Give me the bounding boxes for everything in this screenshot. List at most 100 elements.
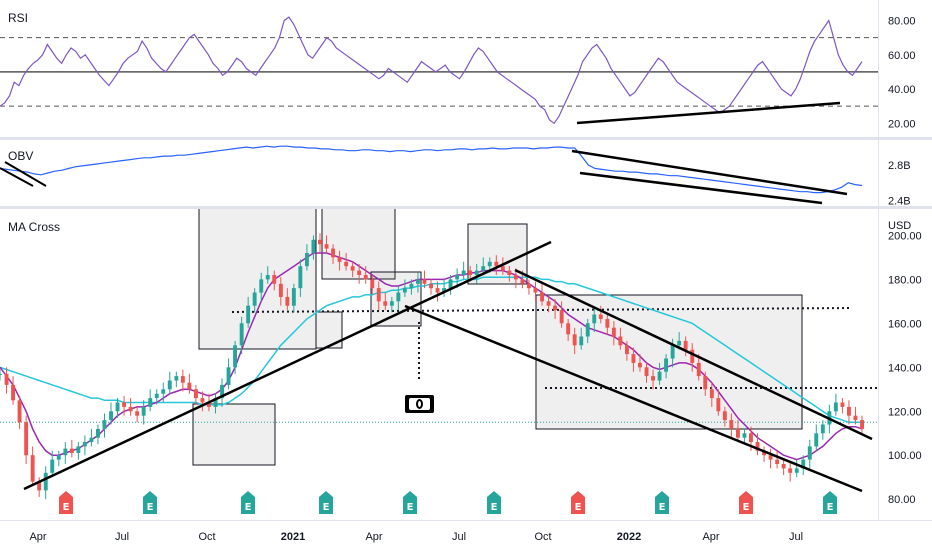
rectangle-drawing[interactable] bbox=[535, 294, 803, 430]
earnings-icon-shape bbox=[487, 491, 501, 514]
dividend-icon[interactable] bbox=[405, 395, 434, 413]
rectangle-drawing[interactable] bbox=[198, 206, 317, 350]
candle-body bbox=[592, 314, 597, 324]
candle-body bbox=[350, 266, 355, 271]
obv-trendline-early-2[interactable] bbox=[4, 161, 47, 187]
obv-line bbox=[0, 145, 863, 194]
time-axis-label: Apr bbox=[29, 531, 46, 543]
falling-channel-upper[interactable] bbox=[514, 268, 873, 441]
rsi-pane[interactable]: RSI 80.00 60.00 40.00 20.00 bbox=[0, 11, 916, 130]
time-axis: Apr Jul Oct 2021 Apr Jul Oct 2022 Apr Jul bbox=[29, 531, 803, 543]
earnings-icon[interactable]: E bbox=[823, 491, 837, 514]
obv-upper-trendline[interactable] bbox=[571, 149, 848, 196]
obv-trendline-early-1[interactable] bbox=[0, 167, 34, 187]
candle-body bbox=[17, 400, 22, 423]
candle-body bbox=[611, 327, 616, 337]
earnings-icon[interactable]: E bbox=[655, 491, 669, 514]
candle-body bbox=[638, 362, 642, 368]
candle-body bbox=[435, 288, 440, 293]
candle-body bbox=[820, 424, 825, 434]
candle-body bbox=[416, 279, 420, 284]
candle-body bbox=[357, 270, 362, 275]
candle-body bbox=[540, 292, 544, 302]
candle-body bbox=[285, 296, 290, 306]
earnings-icon-letter: E bbox=[491, 502, 498, 513]
candle-body bbox=[167, 380, 172, 390]
time-axis-label: 2021 bbox=[281, 531, 305, 543]
earnings-icon[interactable]: E bbox=[59, 491, 73, 514]
candle-body bbox=[762, 450, 766, 456]
candle-body bbox=[63, 448, 68, 456]
rsi-price-axis: 80.00 60.00 40.00 20.00 bbox=[888, 16, 916, 131]
candle-body bbox=[553, 305, 557, 311]
earnings-icon[interactable]: E bbox=[571, 491, 585, 514]
earnings-icon-shape bbox=[319, 491, 333, 514]
candle-body bbox=[298, 266, 303, 289]
earnings-icon-shape bbox=[143, 491, 157, 514]
candle-body bbox=[50, 459, 55, 473]
dotted-horizontal-line[interactable] bbox=[231, 307, 853, 313]
candle-body bbox=[455, 275, 460, 280]
earnings-icon[interactable]: E bbox=[241, 491, 255, 514]
falling-trendline[interactable] bbox=[404, 304, 863, 493]
time-axis-label: Apr bbox=[702, 531, 719, 543]
candle-body bbox=[200, 398, 205, 403]
candle-body bbox=[527, 283, 531, 289]
candle-body bbox=[30, 455, 35, 482]
candle-body bbox=[566, 323, 571, 335]
candle-body bbox=[4, 373, 9, 385]
price-pane[interactable]: MA Cross USD 200.00 180.00 160.00 140.00 120… bbox=[0, 206, 922, 514]
candle-body bbox=[265, 275, 270, 280]
obv-lower-trendline[interactable] bbox=[579, 171, 823, 205]
candle-body bbox=[788, 468, 793, 473]
candle-body bbox=[507, 270, 512, 275]
rsi-support-trendline[interactable] bbox=[576, 101, 841, 125]
rectangle-drawing[interactable] bbox=[192, 403, 276, 466]
earnings-icon[interactable]: E bbox=[487, 491, 501, 514]
earnings-icon-letter: E bbox=[407, 502, 414, 513]
candle-body bbox=[579, 336, 584, 346]
earnings-icon[interactable]: E bbox=[143, 491, 157, 514]
axis-tick-label: 180.00 bbox=[888, 274, 922, 286]
candle-body bbox=[376, 288, 381, 302]
earnings-icon[interactable]: E bbox=[319, 491, 333, 514]
earnings-icon[interactable]: E bbox=[739, 491, 753, 514]
candle-body bbox=[389, 301, 394, 306]
earnings-icon-shape bbox=[823, 491, 837, 514]
earnings-icon-letter: E bbox=[827, 502, 834, 513]
earnings-icon-shape bbox=[241, 491, 255, 514]
earnings-icon-letter: E bbox=[575, 502, 582, 513]
obv-pane[interactable]: OBV 2.8B 2.4B bbox=[0, 145, 911, 208]
candle-body bbox=[402, 288, 407, 293]
candle-body bbox=[546, 301, 551, 306]
earnings-icon-shape bbox=[739, 491, 753, 514]
rising-trendline[interactable] bbox=[23, 240, 552, 491]
obv-price-axis: 2.8B 2.4B bbox=[888, 160, 911, 208]
candle-body bbox=[559, 310, 564, 324]
candle-body bbox=[716, 398, 721, 412]
time-axis-label: Jul bbox=[452, 531, 466, 543]
candle-body bbox=[89, 437, 94, 443]
candle-body bbox=[729, 420, 734, 429]
candle-body bbox=[572, 334, 577, 346]
price-title: MA Cross bbox=[8, 220, 60, 234]
candle-body bbox=[481, 266, 486, 271]
candle-body bbox=[246, 305, 251, 324]
candle-body bbox=[814, 433, 819, 447]
candle-body bbox=[644, 367, 649, 377]
candle-body bbox=[651, 376, 655, 381]
candle-body bbox=[305, 253, 309, 267]
candle-body bbox=[278, 283, 283, 297]
earnings-icon[interactable]: E bbox=[403, 491, 417, 514]
rectangle-drawing[interactable] bbox=[321, 206, 396, 280]
candle-body bbox=[154, 393, 159, 399]
candle-body bbox=[24, 422, 29, 456]
candle-body bbox=[56, 455, 61, 460]
candle-body bbox=[847, 406, 851, 416]
candle-body bbox=[82, 442, 87, 447]
candle-body bbox=[775, 459, 780, 464]
earnings-icon-letter: E bbox=[743, 502, 750, 513]
candle-body bbox=[337, 257, 342, 262]
earnings-icon-letter: E bbox=[659, 502, 666, 513]
time-axis-label: Oct bbox=[534, 531, 551, 543]
